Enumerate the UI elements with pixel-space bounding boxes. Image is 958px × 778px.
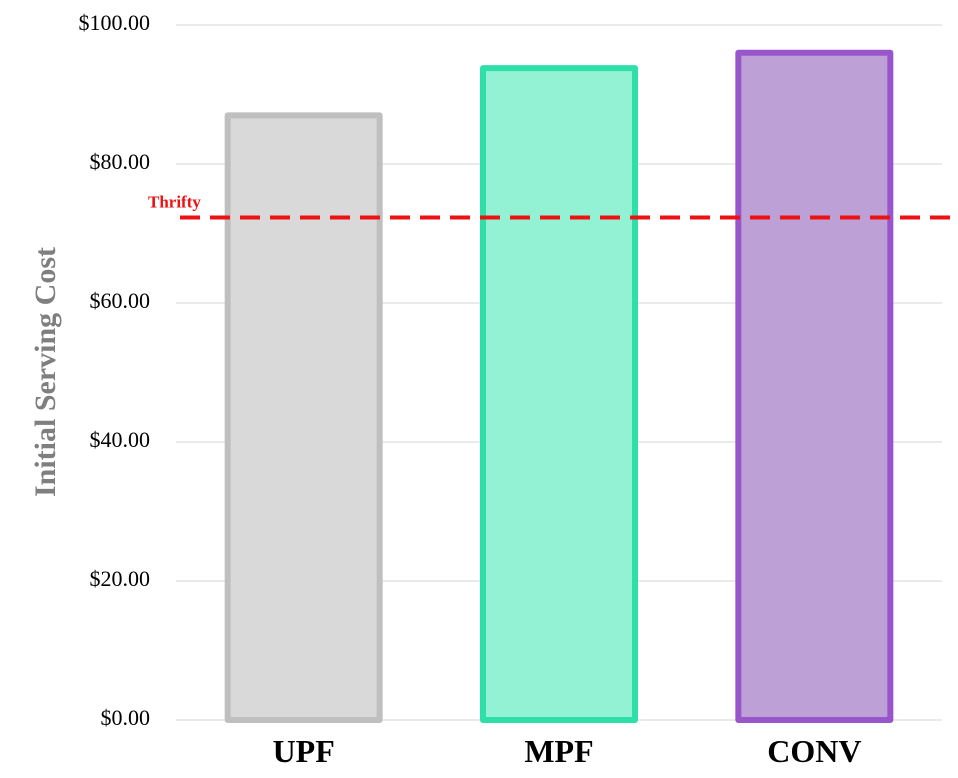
reference-line-group: Thrifty — [148, 193, 950, 220]
y-tick-label: $20.00 — [90, 566, 151, 591]
thrifty-label: Thrifty — [148, 193, 201, 212]
y-tick-label: $0.00 — [101, 705, 151, 730]
bar-upf — [224, 112, 383, 724]
x-tick-label: CONV — [767, 733, 861, 769]
x-tick-labels: UPF MPF CONV — [273, 733, 862, 769]
bars — [224, 49, 894, 724]
y-axis-title: Initial Serving Cost — [29, 247, 62, 497]
x-tick-label: MPF — [524, 733, 593, 769]
y-tick-label: $100.00 — [79, 10, 151, 35]
y-tick-label: $40.00 — [90, 427, 151, 452]
x-tick-label: UPF — [273, 733, 335, 769]
bar-mpf — [480, 65, 638, 723]
y-tick-label: $60.00 — [90, 288, 151, 313]
y-tick-label: $80.00 — [90, 149, 151, 174]
y-tick-labels: $0.00 $20.00 $40.00 $60.00 $80.00 $100.00 — [79, 10, 151, 730]
bar-conv — [735, 49, 894, 724]
